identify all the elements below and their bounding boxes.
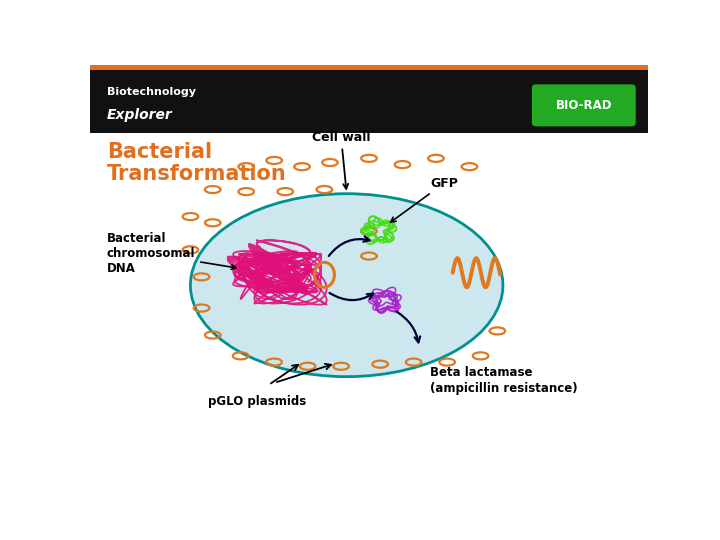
Text: Bacterial
chromosomal
DNA: Bacterial chromosomal DNA (107, 233, 236, 275)
Text: Cell wall: Cell wall (312, 131, 370, 189)
Text: GFP: GFP (391, 177, 458, 222)
Ellipse shape (190, 194, 503, 377)
Text: BIO-RAD: BIO-RAD (556, 99, 612, 112)
Bar (90, 65, 648, 70)
Text: pGLO plasmids: pGLO plasmids (208, 395, 307, 408)
Text: Explorer: Explorer (107, 107, 173, 122)
FancyBboxPatch shape (532, 84, 636, 126)
Text: Bacterial
Transformation: Bacterial Transformation (107, 141, 287, 184)
Bar (90, 65, 648, 133)
Text: Beta lactamase
(ampicillin resistance): Beta lactamase (ampicillin resistance) (431, 366, 578, 395)
Text: Biotechnology: Biotechnology (107, 87, 196, 97)
